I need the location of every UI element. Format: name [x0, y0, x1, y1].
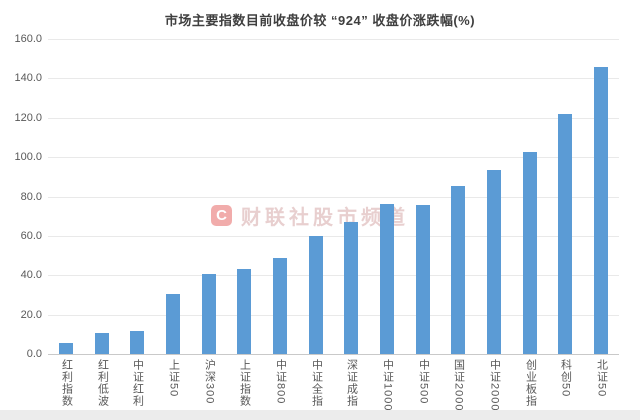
x-tick-label: 国证2000: [452, 359, 465, 412]
x-axis-line: [48, 354, 619, 355]
gridline: [48, 157, 619, 158]
bar: [237, 269, 251, 354]
watermark-text: 财联社股市频道: [241, 207, 409, 229]
bar: [523, 152, 537, 354]
bar: [558, 114, 572, 354]
y-tick-label: 100.0: [14, 151, 42, 163]
x-tick-label: 创业板指: [524, 359, 537, 407]
bar: [130, 331, 144, 354]
bar: [202, 274, 216, 354]
gridline: [48, 39, 619, 40]
bar: [95, 333, 109, 354]
x-tick-label: 中证500: [417, 359, 430, 405]
x-tick-label: 科创50: [559, 359, 572, 398]
y-tick-label: 160.0: [14, 33, 42, 45]
y-tick-label: 20.0: [20, 309, 42, 321]
x-tick-label: 深证成指: [345, 359, 358, 407]
x-tick-label: 中证红利: [131, 359, 144, 407]
watermark-logo-letter: C: [216, 207, 227, 224]
bar: [594, 67, 608, 354]
x-tick-label: 沪深300: [203, 359, 216, 405]
gridline: [48, 78, 619, 79]
bar: [309, 236, 323, 354]
gridline: [48, 315, 619, 316]
x-tick-label: 中证2000: [488, 359, 501, 412]
bar: [487, 170, 501, 354]
y-tick-label: 140.0: [14, 72, 42, 84]
bar: [451, 186, 465, 354]
bar: [59, 343, 73, 354]
gridline: [48, 197, 619, 198]
y-tick-label: 60.0: [20, 230, 42, 242]
y-tick-label: 80.0: [20, 191, 42, 203]
chart-title: 市场主要指数目前收盘价较 “924” 收盘价涨跌幅(%): [164, 13, 476, 28]
bar: [273, 258, 287, 354]
watermark-logo-icon: C: [211, 205, 232, 226]
y-tick-label: 40.0: [20, 269, 42, 281]
y-tick-label: 0.0: [26, 348, 42, 360]
x-tick-label: 上证指数: [238, 359, 251, 407]
x-tick-label: 中证1000: [381, 359, 394, 412]
y-tick-label: 120.0: [14, 112, 42, 124]
bar: [166, 294, 180, 354]
bar: [416, 205, 430, 354]
gridline: [48, 118, 619, 119]
bar: [344, 222, 358, 354]
bar: [380, 204, 394, 354]
watermark: C 财联社股市频道: [211, 201, 409, 230]
gridline: [48, 275, 619, 276]
footer-strip: [0, 410, 640, 420]
x-tick-label: 红利低波: [96, 359, 109, 407]
x-tick-label: 上证50: [167, 359, 180, 398]
x-tick-label: 红利指数: [60, 359, 73, 407]
x-tick-label: 北证50: [595, 359, 608, 398]
gridline: [48, 236, 619, 237]
x-tick-label: 中证全指: [310, 359, 323, 407]
x-tick-label: 中证800: [274, 359, 287, 405]
